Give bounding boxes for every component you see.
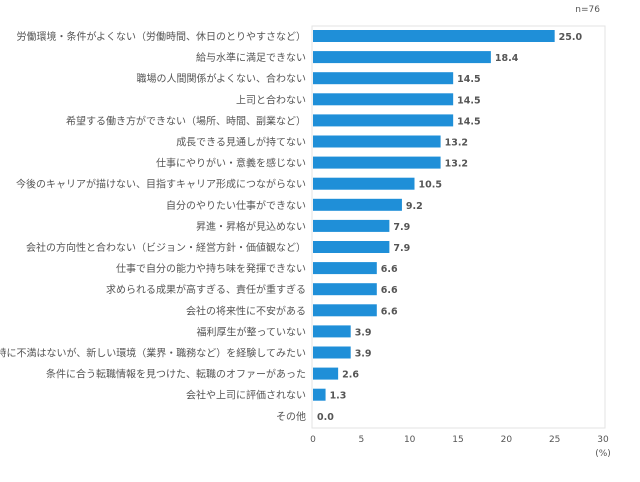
x-tick-label: 10 xyxy=(404,435,416,445)
x-axis-unit: (%) xyxy=(595,449,611,459)
bar xyxy=(313,241,390,253)
data-label: 14.5 xyxy=(457,116,480,127)
category-label: その他 xyxy=(276,410,306,423)
data-label: 10.5 xyxy=(419,180,442,191)
bar xyxy=(313,177,415,190)
category-label: 労働環境・条件がよくない（労働時間、休日のとりやすさなど） xyxy=(17,30,307,43)
data-label: 2.6 xyxy=(342,370,359,381)
bar xyxy=(313,388,326,401)
data-label: 9.2 xyxy=(406,201,423,212)
category-label: 希望する働き方ができない（場所、時間、副業など） xyxy=(66,114,306,127)
category-label: 条件に合う転職情報を見つけた、転職のオファーがあった xyxy=(46,368,306,381)
category-label: 会社の将来性に不安がある xyxy=(186,304,306,317)
sample-size-note: n=76 xyxy=(575,5,600,15)
data-label: 25.0 xyxy=(559,32,583,43)
category-label: 会社の方向性と合わない（ビジョン・経営方針・価値観など） xyxy=(26,241,306,254)
data-label: 7.9 xyxy=(393,243,410,254)
data-label: 0.0 xyxy=(317,412,334,423)
category-label: 成長できる見通しが持てない xyxy=(176,136,306,149)
data-label: 13.2 xyxy=(445,138,468,149)
bar xyxy=(313,325,351,338)
x-tick-label: 5 xyxy=(358,435,364,445)
bar xyxy=(313,346,351,359)
bar xyxy=(313,114,454,127)
x-tick-label: 30 xyxy=(597,435,609,445)
category-label: 職場の人間関係がよくない、合わない xyxy=(137,72,307,85)
bar xyxy=(313,51,491,64)
bar xyxy=(313,72,454,85)
data-label: 13.2 xyxy=(445,159,468,170)
data-label: 3.9 xyxy=(355,349,372,360)
category-label: 特に不満はないが、新しい環境（業界・職務など）を経験してみたい xyxy=(0,347,306,360)
bar xyxy=(313,262,377,275)
category-label: 福利厚生が整っていない xyxy=(197,325,307,338)
plot-area xyxy=(311,25,606,429)
data-label: 6.6 xyxy=(381,285,398,296)
data-label: 1.3 xyxy=(330,391,347,402)
category-label: 昇進・昇格が見込めない xyxy=(196,220,306,233)
data-label: 18.4 xyxy=(495,53,519,64)
category-label: 給与水準に満足できない xyxy=(196,51,306,64)
category-label: 求められる成果が高すぎる、責任が重すぎる xyxy=(106,283,306,296)
data-label: 6.6 xyxy=(381,306,398,317)
category-label: 今後のキャリアが描けない、目指すキャリア形成につながらない xyxy=(16,178,306,191)
bar xyxy=(313,135,441,148)
category-label: 仕事にやりがい・意義を感じない xyxy=(156,157,306,170)
category-label: 仕事で自分の能力や持ち味を発揮できない xyxy=(116,262,306,275)
data-label: 3.9 xyxy=(355,327,372,338)
bar xyxy=(313,219,390,232)
category-label: 会社や上司に評価されない xyxy=(186,389,306,402)
x-tick-label: 25 xyxy=(549,435,560,445)
bar xyxy=(313,93,454,106)
data-label: 14.5 xyxy=(457,95,480,106)
x-tick-label: 15 xyxy=(452,435,463,445)
bar xyxy=(313,283,377,296)
data-label: 7.9 xyxy=(393,222,410,233)
category-label: 上司と合わない xyxy=(236,93,306,106)
bar xyxy=(313,198,402,211)
data-label: 6.6 xyxy=(381,264,398,275)
x-tick-label: 0 xyxy=(310,435,316,445)
bar xyxy=(313,367,339,380)
category-label: 自分のやりたい仕事ができない xyxy=(166,199,306,212)
x-tick-label: 20 xyxy=(501,435,513,445)
bar xyxy=(313,304,377,317)
data-label: 14.5 xyxy=(457,74,480,85)
bar xyxy=(313,30,555,42)
bar xyxy=(313,156,441,169)
